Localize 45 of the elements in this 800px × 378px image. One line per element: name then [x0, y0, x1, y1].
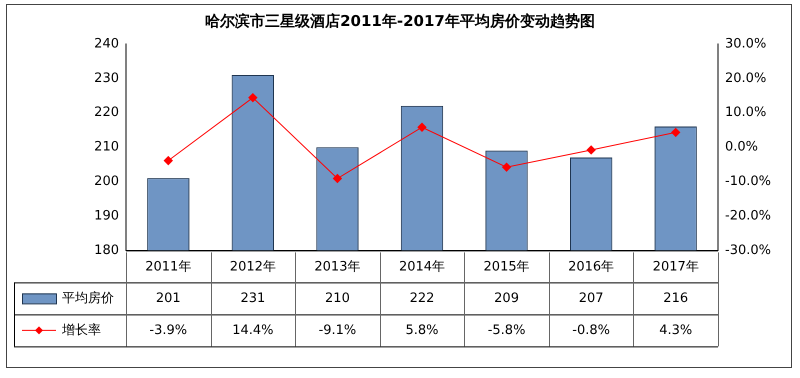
y-tick-label: 190 [94, 208, 119, 224]
x-tick-label: 2012年 [230, 260, 276, 275]
data-label: 14.4% [232, 322, 274, 338]
y2-tick-label: 20.0% [725, 70, 766, 86]
point [502, 162, 512, 172]
y-tick-label: 210 [94, 140, 119, 155]
y-tick-label: 220 [94, 105, 119, 120]
point [332, 174, 342, 184]
y-tick-label: 180 [94, 242, 119, 258]
x-tick-label: 2016年 [568, 260, 614, 275]
y2-tick-label: -20.0% [725, 208, 771, 224]
data-label: 5.8% [405, 322, 439, 338]
data-label: 210 [325, 290, 350, 306]
y-tick-label: 230 [94, 70, 119, 86]
legend-label: 增长率 [61, 322, 101, 338]
data-label: 201 [156, 290, 181, 306]
data-label: -3.9% [149, 322, 188, 338]
x-tick-label: 2015年 [484, 260, 530, 275]
data-label: 207 [578, 290, 604, 306]
y-tick-label: 200 [94, 174, 119, 189]
point [671, 128, 680, 137]
data-label: 231 [240, 290, 266, 306]
y2-tick-label: -10.0% [725, 174, 771, 189]
y2-tick-label: -30.0% [725, 242, 771, 258]
data-label: 4.3% [659, 322, 692, 338]
y2-tick-label: 10.0% [725, 105, 766, 120]
point [586, 145, 596, 154]
data-label: 216 [663, 290, 688, 306]
data-label: 209 [494, 290, 519, 306]
x-tick-label: 2013年 [314, 260, 360, 275]
x-tick-label: 2011年 [145, 260, 192, 275]
point [164, 156, 173, 166]
point [418, 122, 426, 132]
data-label: -5.8% [488, 322, 526, 338]
y2-tick-label: 30.0% [725, 36, 766, 52]
y2-tick-label: 0.0% [725, 140, 758, 155]
chart-title: 哈尔滨市三星级酒店2011年-2017年平均房价变动趋势图 [204, 12, 596, 31]
y-tick-label: 240 [94, 36, 119, 52]
point [248, 93, 258, 102]
data-label: 222 [410, 290, 434, 306]
data-label: -9.1% [318, 322, 356, 338]
x-tick-label: 2017年 [652, 260, 699, 275]
data-label: -0.8% [572, 322, 610, 338]
legend-label: 平均房价 [62, 290, 114, 306]
x-tick-label: 2014年 [398, 260, 446, 275]
